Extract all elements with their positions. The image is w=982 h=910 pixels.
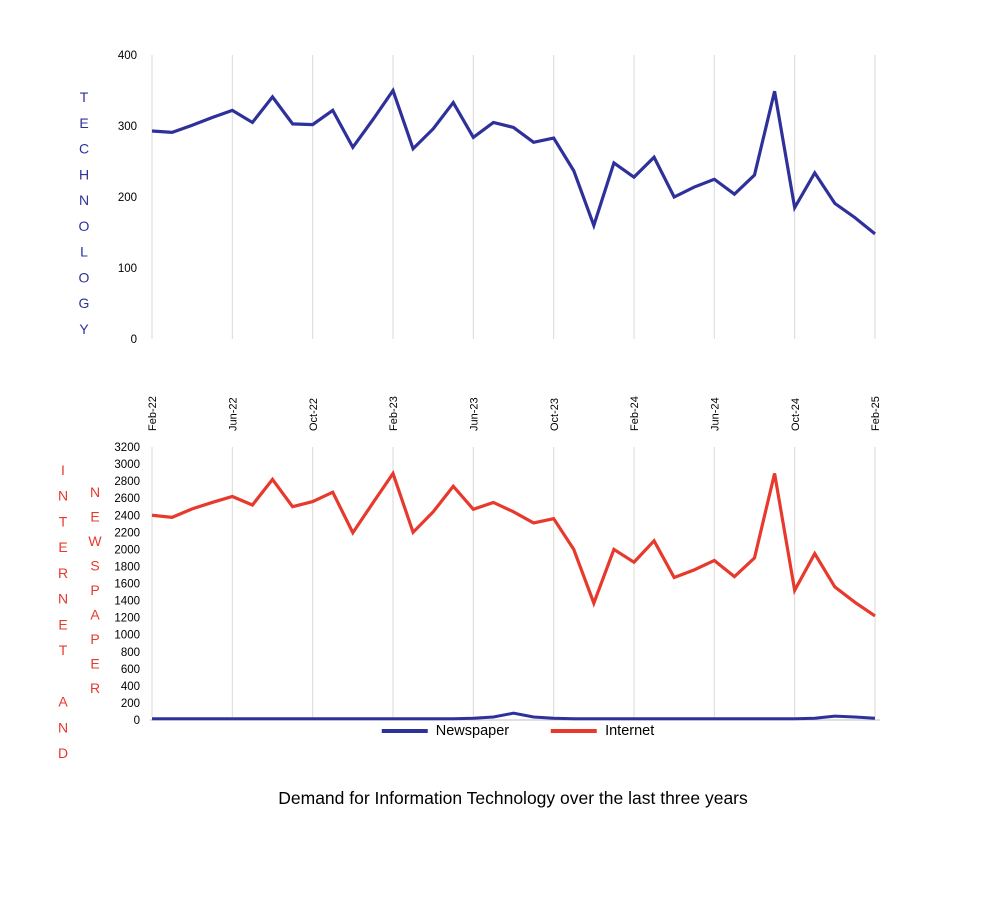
svg-text:G: G bbox=[79, 295, 90, 311]
svg-text:E: E bbox=[90, 656, 99, 672]
svg-text:P: P bbox=[90, 631, 99, 647]
legend-item-newspaper: Newspaper bbox=[381, 723, 510, 739]
svg-text:E: E bbox=[58, 539, 67, 555]
top-y-axis-labels: 0 100 200 300 400 bbox=[118, 50, 137, 346]
svg-text:I: I bbox=[61, 462, 65, 478]
svg-text:E: E bbox=[90, 509, 99, 525]
internet-line bbox=[151, 469, 876, 618]
svg-text:L: L bbox=[80, 244, 88, 260]
svg-text:S: S bbox=[90, 558, 99, 574]
svg-text:T: T bbox=[59, 513, 68, 529]
y-tick-label: 2200 bbox=[114, 527, 140, 539]
y-tick-label: 2000 bbox=[114, 544, 140, 556]
svg-text:R: R bbox=[58, 565, 68, 581]
x-axis-labels: Feb-22 Jun-22 Oct-22 Feb-23 Jun-23 Oct-23 Feb-… bbox=[147, 396, 882, 431]
x-tick-label: Feb-24 bbox=[629, 396, 641, 431]
svg-text:C: C bbox=[79, 141, 89, 157]
legend-item-internet: Internet bbox=[551, 723, 654, 739]
y-tick-label: 0 bbox=[134, 715, 140, 727]
y-tick-label: 200 bbox=[118, 192, 137, 204]
svg-text:N: N bbox=[58, 719, 68, 735]
svg-text:E: E bbox=[79, 115, 88, 131]
newspaper-line bbox=[152, 711, 876, 721]
x-tick-label: Oct-24 bbox=[790, 398, 802, 431]
y-tick-label: 600 bbox=[121, 664, 140, 676]
x-tick-label: Feb-22 bbox=[147, 396, 159, 431]
legend-swatch bbox=[551, 729, 598, 733]
x-tick-label: Jun-24 bbox=[710, 397, 722, 431]
svg-text:D: D bbox=[58, 745, 68, 761]
legend-label: Internet bbox=[605, 723, 655, 739]
y-tick-label: 400 bbox=[118, 50, 137, 62]
x-tick-label: Feb-25 bbox=[870, 396, 882, 431]
y-tick-label: 100 bbox=[118, 263, 137, 275]
svg-text:E: E bbox=[58, 616, 67, 632]
x-tick-label: Jun-22 bbox=[228, 397, 240, 431]
svg-text:N: N bbox=[58, 591, 68, 607]
legend: Newspaper Internet bbox=[381, 723, 654, 739]
x-tick-label: Oct-23 bbox=[549, 398, 561, 431]
y-tick-label: 2600 bbox=[114, 493, 140, 505]
y-tick-label: 3000 bbox=[114, 459, 140, 471]
svg-text:R: R bbox=[90, 680, 100, 696]
svg-text:T: T bbox=[59, 642, 68, 658]
svg-text:A: A bbox=[58, 694, 68, 710]
svg-text:A: A bbox=[90, 607, 100, 623]
y-tick-label: 400 bbox=[121, 681, 140, 693]
svg-text:N: N bbox=[90, 484, 100, 500]
svg-text:T: T bbox=[80, 89, 89, 105]
chart-title: Demand for Information Technology over t… bbox=[278, 788, 748, 808]
technology-line bbox=[151, 86, 877, 236]
y-tick-label: 0 bbox=[131, 334, 137, 346]
y-tick-label: 200 bbox=[121, 698, 140, 710]
y-tick-label: 300 bbox=[118, 121, 137, 133]
bottom-y-axis-labels: 0 200 400 600 800 1000 1200 1400 1600 1800 2000 220… bbox=[114, 442, 140, 727]
x-tick-label: Oct-22 bbox=[308, 398, 320, 431]
y-tick-label: 1600 bbox=[114, 579, 140, 591]
svg-text:P: P bbox=[90, 582, 99, 598]
y-tick-label: 800 bbox=[121, 647, 140, 659]
bottom-chart-gridlines bbox=[151, 447, 876, 717]
svg-text:O: O bbox=[79, 218, 90, 234]
y-tick-label: 2400 bbox=[114, 510, 140, 522]
svg-text:N: N bbox=[58, 488, 68, 504]
svg-text:O: O bbox=[79, 269, 90, 285]
x-tick-label: Feb-23 bbox=[388, 396, 400, 431]
y-tick-label: 3200 bbox=[114, 442, 140, 454]
x-tick-label: Jun-23 bbox=[469, 397, 481, 431]
y-tick-label: 1400 bbox=[114, 596, 140, 608]
y-tick-label: 1200 bbox=[114, 613, 140, 625]
legend-swatch bbox=[381, 729, 428, 733]
y-tick-label: 2800 bbox=[114, 476, 140, 488]
top-chart-gridlines bbox=[151, 55, 876, 339]
y-tick-label: 1000 bbox=[114, 630, 140, 642]
svg-text:H: H bbox=[79, 166, 89, 182]
svg-text:N: N bbox=[79, 192, 89, 208]
svg-text:W: W bbox=[88, 533, 102, 549]
legend-label: Newspaper bbox=[435, 723, 510, 739]
svg-text:Y: Y bbox=[79, 321, 89, 337]
y-tick-label: 1800 bbox=[114, 561, 140, 573]
